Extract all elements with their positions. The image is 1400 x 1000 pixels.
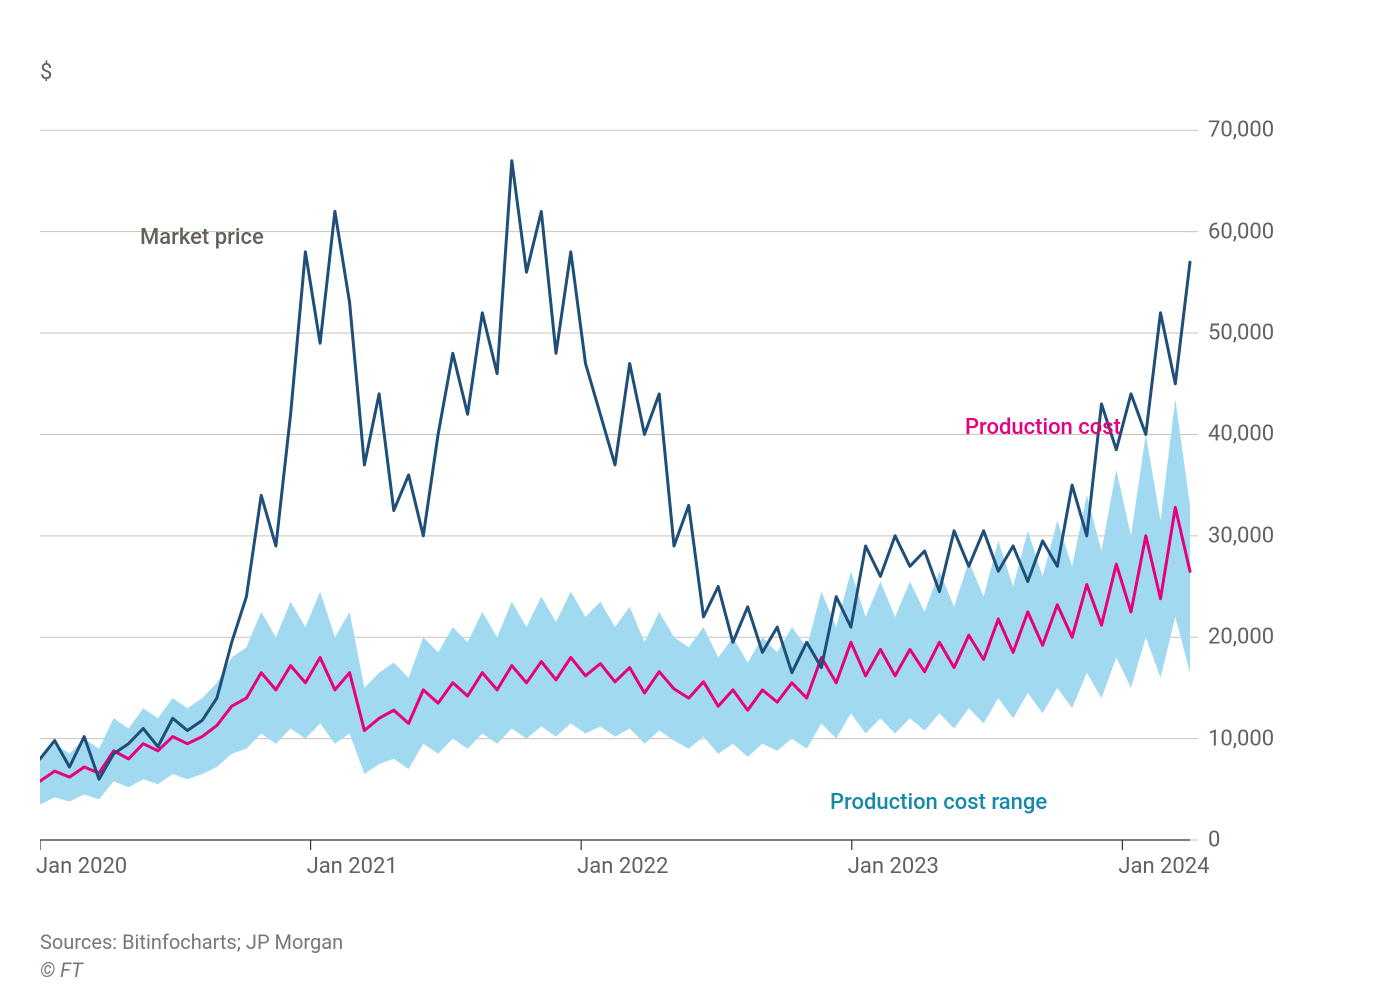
x-tick-label: Jan 2021 <box>307 854 398 879</box>
y-tick-label: 0 <box>1208 828 1220 853</box>
label-market-price: Market price <box>140 225 264 250</box>
y-tick-label: 50,000 <box>1208 321 1274 346</box>
y-tick-label: 70,000 <box>1208 118 1274 143</box>
copyright-text: © FT <box>40 958 83 982</box>
chart-plot <box>40 100 1260 860</box>
x-tick-label: Jan 2024 <box>1118 854 1209 879</box>
y-axis-unit: $ <box>40 60 52 85</box>
y-tick-label: 10,000 <box>1208 726 1274 751</box>
x-tick-label: Jan 2020 <box>36 854 127 879</box>
x-tick-label: Jan 2023 <box>848 854 939 879</box>
y-tick-label: 40,000 <box>1208 422 1274 447</box>
chart-container: $ Market price Production cost Productio… <box>0 0 1400 1000</box>
sources-text: Sources: Bitinfocharts; JP Morgan <box>40 930 343 954</box>
label-production-cost-range: Production cost range <box>830 790 1047 815</box>
y-tick-label: 30,000 <box>1208 523 1274 548</box>
label-production-cost: Production cost <box>965 415 1121 440</box>
y-tick-label: 60,000 <box>1208 219 1274 244</box>
y-tick-label: 20,000 <box>1208 625 1274 650</box>
x-tick-label: Jan 2022 <box>577 854 668 879</box>
